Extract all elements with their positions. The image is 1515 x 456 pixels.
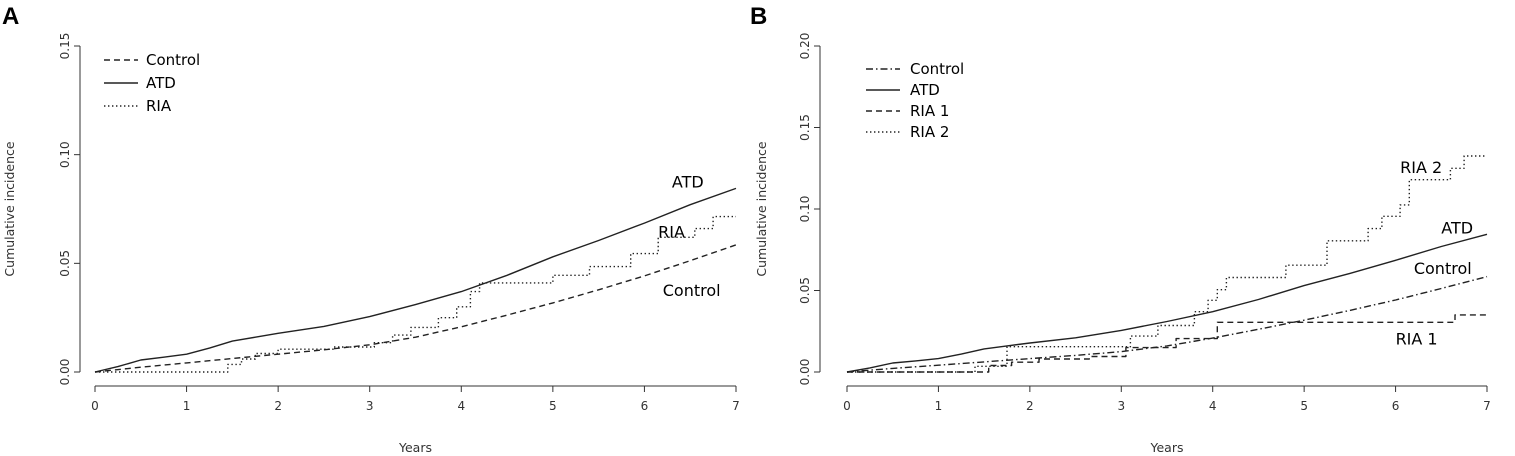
series-line-ria [95, 215, 736, 373]
panel-b-chart: 0.00 0.05 0.10 0.15 0.20 0 1 2 3 4 5 6 7 Years Cumulat… [754, 33, 1491, 455]
legend-entry-label: Control [146, 51, 200, 69]
series-line-control [94, 244, 737, 373]
series-label-ria-1: RIA 1 [1396, 329, 1438, 348]
legend-entry-label: ATD [146, 74, 176, 92]
series-label-control: Control [663, 281, 721, 300]
x-tick-label: 3 [366, 399, 374, 413]
series-label-control: Control [1414, 259, 1472, 278]
y-tick-label: 0.20 [798, 33, 812, 60]
series-label-atd: ATD [672, 172, 704, 191]
series-line-control [846, 275, 1488, 373]
x-tick-label: 2 [1026, 399, 1034, 413]
x-axis-title: Years [1150, 440, 1184, 455]
x-tick-label: 6 [641, 399, 649, 413]
legend-entry-label: RIA 1 [910, 102, 949, 120]
legend-entry-label: ATD [910, 81, 940, 99]
legend-entry-label: RIA [146, 97, 172, 115]
x-tick-label: 4 [1209, 399, 1217, 413]
y-tick-label: 0.15 [798, 114, 812, 141]
x-tick-label: 5 [549, 399, 557, 413]
x-tick-label: 7 [1483, 399, 1491, 413]
y-tick-label: 0.15 [58, 33, 72, 60]
x-tick-label: 0 [91, 399, 99, 413]
series-line-ria-2 [847, 155, 1487, 373]
series-label-ria: RIA [658, 222, 685, 241]
y-tick-label: 0.05 [58, 250, 72, 277]
x-tick-label: 0 [843, 399, 851, 413]
y-tick-label: 0.05 [798, 277, 812, 304]
series-line-atd [846, 233, 1488, 373]
y-tick-label: 0.00 [58, 359, 72, 386]
series-line-atd [94, 187, 737, 373]
series-label-ria-2: RIA 2 [1400, 158, 1442, 177]
x-axis-title: Years [398, 440, 432, 455]
x-tick-label: 1 [935, 399, 943, 413]
legend-entry-label: RIA 2 [910, 123, 949, 141]
y-tick-label: 0.10 [798, 196, 812, 223]
panel-letter-b: B [750, 3, 767, 30]
series-label-atd: ATD [1441, 218, 1473, 237]
x-tick-label: 6 [1392, 399, 1400, 413]
y-axis-title: Cumulative incidence [754, 141, 769, 276]
series-line-ria-1 [847, 314, 1487, 373]
legend-entry-label: Control [910, 60, 964, 78]
y-tick-label: 0.10 [58, 141, 72, 168]
y-tick-label: 0.00 [798, 359, 812, 386]
x-tick-label: 4 [457, 399, 465, 413]
x-tick-label: 1 [183, 399, 191, 413]
panel-a-chart: 0.00 0.05 0.10 0.15 0 1 2 3 4 5 6 7 Years Cumulative … [2, 33, 740, 455]
x-tick-label: 5 [1300, 399, 1308, 413]
panel-letter-a: A [2, 3, 19, 30]
x-tick-label: 7 [732, 399, 740, 413]
y-axis-title: Cumulative incidence [2, 141, 17, 276]
x-tick-label: 2 [274, 399, 282, 413]
x-tick-label: 3 [1117, 399, 1125, 413]
